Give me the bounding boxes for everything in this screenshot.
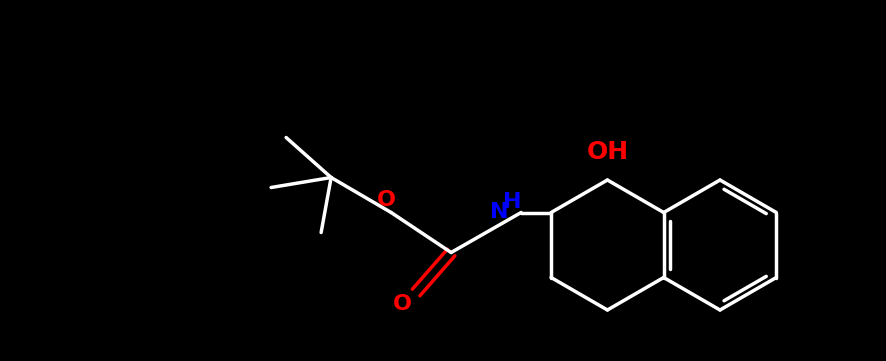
Text: OH: OH: [586, 140, 628, 164]
Text: H: H: [502, 192, 521, 213]
Text: O: O: [392, 295, 411, 314]
Text: O: O: [377, 191, 395, 210]
Text: N: N: [489, 203, 508, 222]
